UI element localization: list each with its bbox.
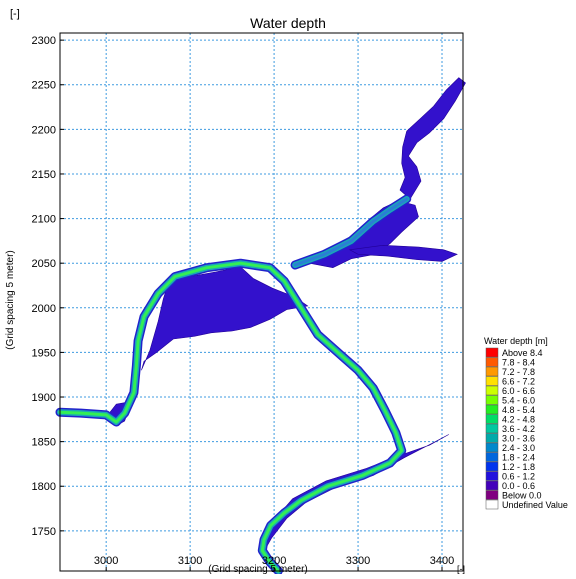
legend-label: 2.4 - 3.0 xyxy=(502,443,535,453)
series-layer xyxy=(55,77,466,576)
legend-swatch xyxy=(485,499,499,510)
legend-label: 0.6 - 1.2 xyxy=(502,472,535,482)
legend-swatch xyxy=(485,385,499,396)
legend-swatch xyxy=(485,347,499,358)
legend-swatch xyxy=(485,452,499,462)
legend-swatch xyxy=(485,366,499,377)
y-tick-label: 2000 xyxy=(32,303,56,315)
legend-label: Above 8.4 xyxy=(502,348,543,358)
legend-label: 1.8 - 2.4 xyxy=(502,453,535,463)
y-tick-label: 2150 xyxy=(32,169,56,181)
y-tick-label: 2100 xyxy=(32,214,56,226)
legend-swatch xyxy=(485,442,499,453)
legend-label: Below 0.0 xyxy=(502,491,542,501)
legend-swatch xyxy=(485,404,499,415)
y-axis-label: (Grid spacing 5 meter) xyxy=(5,250,16,349)
x-tick-label: 3200 xyxy=(262,555,286,567)
y-tick-label: 1950 xyxy=(32,347,56,359)
chart-title: Water depth xyxy=(250,15,326,31)
channel-core xyxy=(293,197,409,267)
legend-swatch xyxy=(485,490,499,500)
shallow-water-region xyxy=(141,266,309,371)
legend-label: 4.8 - 5.4 xyxy=(502,405,535,415)
legend-label: 1.2 - 1.8 xyxy=(502,462,535,472)
axis-layer: 3000 3100 3200 3300 3400 1750 1800 1850 1900 1950… xyxy=(32,35,454,571)
y-tick-label: 1800 xyxy=(32,481,56,493)
legend-label: 5.4 - 6.0 xyxy=(502,396,535,406)
legend-swatch xyxy=(485,433,499,443)
legend-label: 3.6 - 4.2 xyxy=(502,424,535,434)
y-tick-label: 2200 xyxy=(32,124,56,136)
legend-swatch xyxy=(485,376,499,386)
legend-title: Water depth [m] xyxy=(484,336,548,346)
legend-label: 7.2 - 7.8 xyxy=(502,367,535,377)
y-tick-label: 2050 xyxy=(32,258,56,270)
x-unit-label: [-] xyxy=(457,564,465,574)
legend-label: Undefined Value xyxy=(502,500,568,510)
legend: Above 8.47.8 - 8.47.2 - 7.86.6 - 7.26.0 … xyxy=(485,347,568,510)
y-tick-label: 1900 xyxy=(32,392,56,404)
legend-swatch xyxy=(485,423,499,434)
legend-swatch xyxy=(485,414,499,424)
plot-frame xyxy=(59,32,464,572)
legend-swatch xyxy=(485,480,499,491)
y-tick-label: 1750 xyxy=(32,526,56,538)
legend-swatch xyxy=(485,357,499,367)
shallow-water-region xyxy=(348,244,458,262)
x-tick-label: 3000 xyxy=(94,555,118,567)
x-tick-label: 3400 xyxy=(430,555,454,567)
legend-swatch xyxy=(485,461,499,472)
y-tick-label: 2300 xyxy=(32,35,56,47)
legend-label: 4.2 - 4.8 xyxy=(502,415,535,425)
channel-core xyxy=(58,261,404,573)
x-tick-label: 3300 xyxy=(346,555,370,567)
legend-label: 0.0 - 0.6 xyxy=(502,481,535,491)
legend-label: 6.0 - 6.6 xyxy=(502,386,535,396)
y-tick-label: 1850 xyxy=(32,437,56,449)
y-unit-label: [-] xyxy=(10,8,20,20)
x-tick-label: 3100 xyxy=(178,555,202,567)
x-axis-label: (Grid spacing 5 meter) xyxy=(208,564,307,574)
legend-swatch xyxy=(485,395,499,405)
legend-label: 6.6 - 7.2 xyxy=(502,377,535,387)
legend-label: 3.0 - 3.6 xyxy=(502,434,535,444)
y-tick-label: 2250 xyxy=(32,80,56,92)
legend-label: 7.8 - 8.4 xyxy=(502,358,535,368)
shallow-water-region xyxy=(399,77,466,200)
legend-swatch xyxy=(485,471,499,481)
